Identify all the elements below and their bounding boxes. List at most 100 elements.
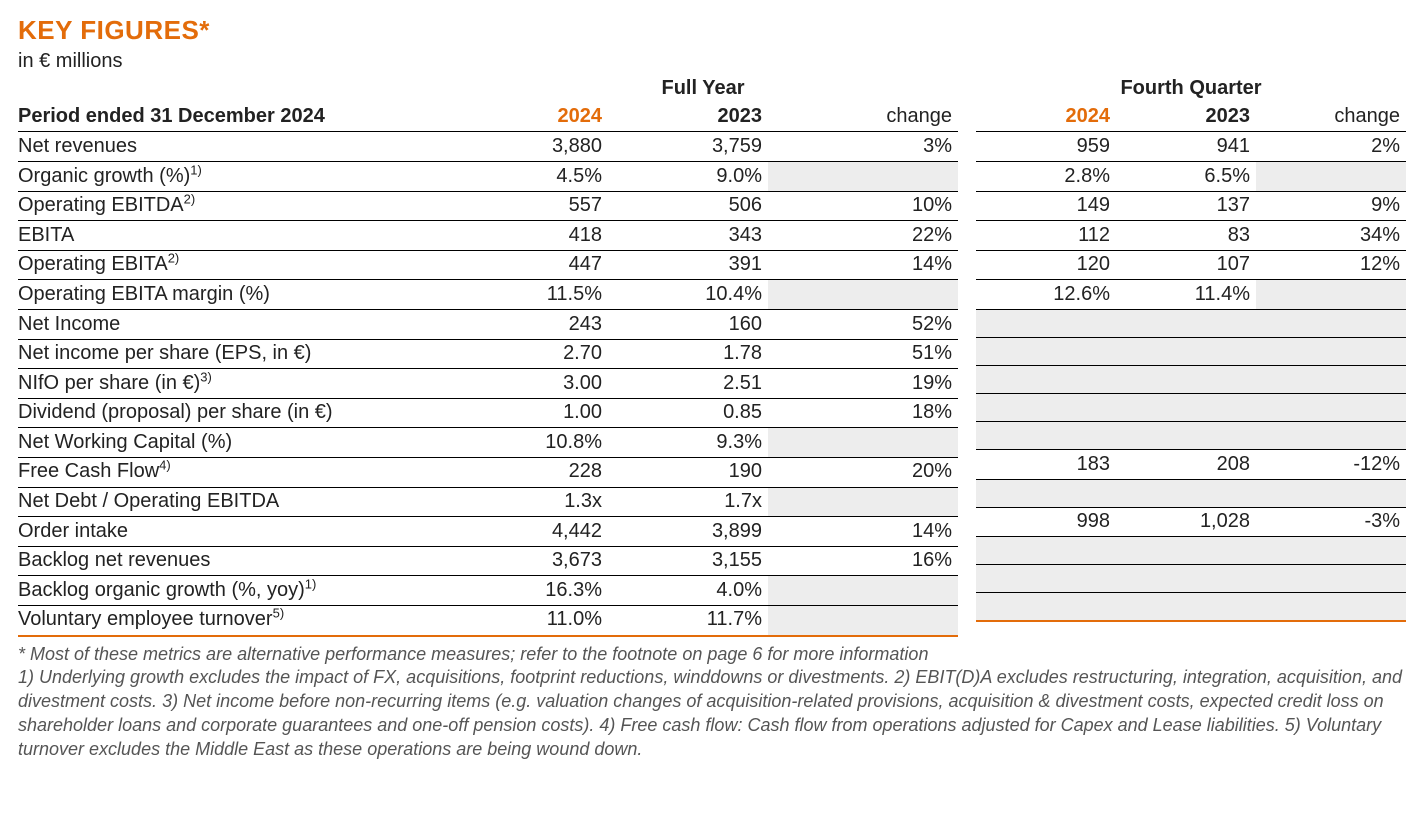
fq-change-cell — [1256, 593, 1406, 621]
fq-2024-cell: 959 — [976, 132, 1116, 162]
table-row — [976, 310, 1406, 338]
fq-change-cell: -3% — [1256, 507, 1406, 537]
fy-2023-cell: 11.7% — [608, 605, 768, 635]
fq-change-cell — [1256, 479, 1406, 507]
fy-2023-cell: 160 — [608, 310, 768, 340]
fq-2023-cell — [1116, 537, 1256, 565]
fq-group-header-row: Fourth Quarter — [976, 75, 1406, 103]
fy-change-cell: 19% — [768, 369, 958, 399]
fq-change-cell — [1256, 310, 1406, 338]
fq-2023-cell: 107 — [1116, 250, 1256, 280]
fy-change-cell: 20% — [768, 457, 958, 487]
fq-change-cell — [1256, 537, 1406, 565]
fy-2023-cell: 190 — [608, 457, 768, 487]
fy-change-cell — [768, 280, 958, 310]
fy-2023-cell: 9.3% — [608, 428, 768, 458]
table-row: Free Cash Flow4)22819020% — [18, 457, 958, 487]
fq-change-cell — [1256, 280, 1406, 310]
metric-label: Operating EBITA margin (%) — [18, 280, 448, 310]
metric-label: Net Working Capital (%) — [18, 428, 448, 458]
table-row: Dividend (proposal) per share (in €)1.00… — [18, 398, 958, 428]
table-row: Operating EBITA margin (%)11.5%10.4% — [18, 280, 958, 310]
fq-2023-cell: 208 — [1116, 450, 1256, 480]
fy-change-cell — [768, 605, 958, 635]
fq-2024-cell: 112 — [976, 221, 1116, 251]
table-row: Backlog net revenues3,6733,15516% — [18, 546, 958, 576]
table-row: Organic growth (%)1)4.5%9.0% — [18, 162, 958, 192]
metric-label: Net Income — [18, 310, 448, 340]
table-row: Net Income24316052% — [18, 310, 958, 340]
fq-2023-cell — [1116, 366, 1256, 394]
table-row: NIfO per share (in €)3)3.002.5119% — [18, 369, 958, 399]
metric-label: Net Debt / Operating EBITDA — [18, 487, 448, 517]
metric-label: Backlog net revenues — [18, 546, 448, 576]
fy-2024-cell: 4.5% — [448, 162, 608, 192]
fq-2023-cell — [1116, 310, 1256, 338]
fy-2024-cell: 10.8% — [448, 428, 608, 458]
metric-label: Dividend (proposal) per share (in €) — [18, 398, 448, 428]
fy-col-2023: 2023 — [608, 103, 768, 132]
table-row: 12010712% — [976, 250, 1406, 280]
fy-2024-cell: 3,880 — [448, 132, 608, 162]
fy-change-cell: 14% — [768, 517, 958, 547]
fq-change-cell: 9% — [1256, 191, 1406, 221]
fy-2023-cell: 506 — [608, 191, 768, 221]
fy-2024-cell: 16.3% — [448, 576, 608, 606]
fy-2024-cell: 243 — [448, 310, 608, 340]
fy-2023-cell: 0.85 — [608, 398, 768, 428]
fy-change-cell: 52% — [768, 310, 958, 340]
fq-2023-cell: 941 — [1116, 132, 1256, 162]
fq-change-cell — [1256, 162, 1406, 192]
fy-2023-cell: 3,759 — [608, 132, 768, 162]
fq-2024-cell: 2.8% — [976, 162, 1116, 192]
fq-2024-cell: 149 — [976, 191, 1116, 221]
table-row — [976, 537, 1406, 565]
fq-change-cell — [1256, 366, 1406, 394]
fy-change-cell: 10% — [768, 191, 958, 221]
fy-2024-cell: 11.0% — [448, 605, 608, 635]
fy-2023-cell: 391 — [608, 250, 768, 280]
fq-2024-cell: 183 — [976, 450, 1116, 480]
fy-2024-cell: 11.5% — [448, 280, 608, 310]
fq-2024-cell — [976, 422, 1116, 450]
table-row: 12.6%11.4% — [976, 280, 1406, 310]
metric-label: Operating EBITDA2) — [18, 191, 448, 221]
table-row: Operating EBITDA2)55750610% — [18, 191, 958, 221]
fq-2024-cell — [976, 593, 1116, 621]
fy-2024-cell: 447 — [448, 250, 608, 280]
table-row: Net income per share (EPS, in €)2.701.78… — [18, 339, 958, 369]
fq-change-cell — [1256, 565, 1406, 593]
fq-2023-cell: 6.5% — [1116, 162, 1256, 192]
table-row — [976, 394, 1406, 422]
table-row — [976, 422, 1406, 450]
fy-2024-cell: 1.3x — [448, 487, 608, 517]
metric-label: Order intake — [18, 517, 448, 547]
metric-label-sup: 3) — [200, 369, 212, 384]
fq-2024-cell: 12.6% — [976, 280, 1116, 310]
fourth-quarter-table: Fourth Quarter 2024 2023 change 9599412%… — [976, 75, 1406, 622]
fq-2023-cell — [1116, 593, 1256, 621]
fy-2023-cell: 1.78 — [608, 339, 768, 369]
fq-change-cell: -12% — [1256, 450, 1406, 480]
fq-2023-cell: 83 — [1116, 221, 1256, 251]
fy-2024-cell: 228 — [448, 457, 608, 487]
table-row: Operating EBITA2)44739114% — [18, 250, 958, 280]
fy-group-header: Full Year — [448, 75, 958, 103]
fq-change-cell: 34% — [1256, 221, 1406, 251]
metric-label-sup: 2) — [184, 191, 196, 206]
metric-label-sup: 1) — [305, 576, 317, 591]
fq-change-cell: 2% — [1256, 132, 1406, 162]
fy-2024-cell: 4,442 — [448, 517, 608, 547]
table-row — [976, 593, 1406, 621]
fy-change-cell — [768, 487, 958, 517]
fq-2024-cell: 998 — [976, 507, 1116, 537]
fy-2024-cell: 3,673 — [448, 546, 608, 576]
fq-col-2023: 2023 — [1116, 103, 1256, 132]
full-year-table: Full Year Period ended 31 December 2024 … — [18, 75, 958, 637]
fq-group-header: Fourth Quarter — [976, 75, 1406, 103]
fy-2023-cell: 3,899 — [608, 517, 768, 547]
table-row: Net Working Capital (%)10.8%9.3% — [18, 428, 958, 458]
metric-label-sup: 5) — [273, 606, 285, 621]
metric-label: EBITA — [18, 221, 448, 251]
fq-2024-cell: 120 — [976, 250, 1116, 280]
